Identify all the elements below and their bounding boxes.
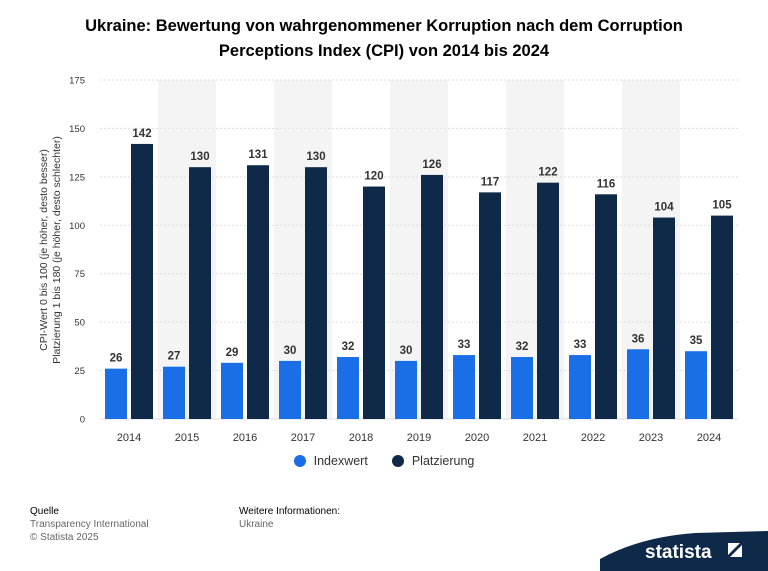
data-label: 142 <box>132 128 151 140</box>
legend-item-platzierung[interactable]: Platzierung <box>391 454 475 468</box>
statista-logo[interactable]: statista <box>600 531 768 571</box>
y-tick-label: 100 <box>69 221 85 232</box>
data-label: 130 <box>306 151 325 163</box>
chart-title-line-1: Ukraine: Bewertung von wahrgenommener Ko… <box>85 17 683 35</box>
legend-label-indexwert: Indexwert <box>313 454 368 468</box>
data-label: 27 <box>168 351 181 363</box>
data-label: 126 <box>422 159 441 171</box>
data-label: 33 <box>574 339 587 351</box>
footer-info: Weitere Informationen: Ukraine <box>239 505 340 531</box>
data-label: 104 <box>654 202 674 214</box>
legend-dot-indexwert <box>293 455 306 467</box>
bar <box>569 355 591 419</box>
y-tick-label: 75 <box>74 269 85 280</box>
legend: Indexwert Platzierung <box>0 454 768 468</box>
bar <box>131 143 153 419</box>
data-label: 35 <box>690 335 703 347</box>
bar <box>247 165 269 419</box>
y-tick-label: 50 <box>74 318 85 329</box>
source-heading: Quelle <box>30 506 59 517</box>
x-tick-label: 2024 <box>697 432 721 444</box>
copyright: © Statista 2025 <box>30 532 99 543</box>
data-label: 29 <box>226 347 239 359</box>
chart-title-line-2: Perceptions Index (CPI) von 2014 bis 202… <box>218 42 550 60</box>
data-label: 130 <box>190 151 209 163</box>
bar <box>395 360 417 419</box>
bar <box>453 355 475 419</box>
logo-mark-icon <box>728 543 742 557</box>
bar <box>279 360 301 419</box>
bar <box>537 182 559 419</box>
data-label: 26 <box>110 353 123 365</box>
y-axis-label-1: CPI-Wert 0 bis 100 (je höher, desto bess… <box>38 149 50 351</box>
y-axis-label-2: Platzierung 1 bis 180 (je höher, desto s… <box>51 136 63 364</box>
x-tick-label: 2023 <box>639 432 663 444</box>
bar <box>511 357 533 419</box>
info-region: Ukraine <box>239 519 274 530</box>
y-tick-label: 0 <box>80 415 85 426</box>
bar <box>479 192 501 419</box>
legend-dot-platzierung <box>391 455 404 467</box>
x-tick-label: 2018 <box>349 432 373 444</box>
y-tick-label: 150 <box>69 124 85 135</box>
bar <box>363 186 385 419</box>
data-label: 105 <box>712 200 732 212</box>
bar <box>221 362 243 419</box>
y-tick-label: 175 <box>69 76 85 87</box>
bar <box>189 167 211 419</box>
y-axis-ticks: 0 25 50 75 100 125 150 175 <box>69 76 85 426</box>
x-tick-label: 2019 <box>407 432 431 444</box>
bar <box>105 368 127 419</box>
x-axis-ticks: 2014 2015 2016 2017 2018 2019 2020 2021 2022 2023… <box>117 432 721 444</box>
bar <box>337 357 359 419</box>
x-tick-label: 2017 <box>291 432 315 444</box>
bar <box>711 215 733 419</box>
x-tick-label: 2022 <box>581 432 605 444</box>
data-label: 131 <box>248 149 268 161</box>
y-tick-label: 125 <box>69 172 85 183</box>
bar <box>685 351 707 419</box>
x-tick-label: 2015 <box>175 432 199 444</box>
footer-source: Quelle Transparency International © Stat… <box>30 505 149 544</box>
x-tick-label: 2016 <box>233 432 257 444</box>
info-heading: Weitere Informationen: <box>239 506 340 517</box>
data-label: 32 <box>516 341 529 353</box>
source-link[interactable]: Transparency International <box>30 519 149 530</box>
x-tick-label: 2014 <box>117 432 141 444</box>
bars: 26 27 29 30 32 30 33 32 33 36 35 142 130 131 130 120 126… <box>105 128 733 419</box>
data-label: 36 <box>632 333 645 345</box>
data-label: 30 <box>284 345 297 357</box>
chart-title: Ukraine: Bewertung von wahrgenommener Ko… <box>30 14 738 64</box>
data-label: 33 <box>458 339 471 351</box>
data-label: 116 <box>597 178 616 190</box>
data-label: 32 <box>342 341 355 353</box>
legend-item-indexwert[interactable]: Indexwert <box>293 454 368 468</box>
data-label: 117 <box>481 176 500 188</box>
x-tick-label: 2021 <box>523 432 547 444</box>
data-label: 30 <box>400 345 413 357</box>
data-label: 120 <box>364 171 383 183</box>
logo-wave <box>600 531 768 571</box>
y-tick-label: 25 <box>74 366 85 377</box>
legend-label-platzierung: Platzierung <box>411 454 475 468</box>
bar <box>163 366 185 419</box>
bar <box>595 194 617 419</box>
bar <box>653 217 675 419</box>
x-tick-label: 2020 <box>465 432 489 444</box>
bar <box>305 167 327 419</box>
bar <box>627 349 649 419</box>
logo-text: statista <box>645 542 712 563</box>
data-label: 122 <box>538 167 557 179</box>
bar <box>421 174 443 419</box>
